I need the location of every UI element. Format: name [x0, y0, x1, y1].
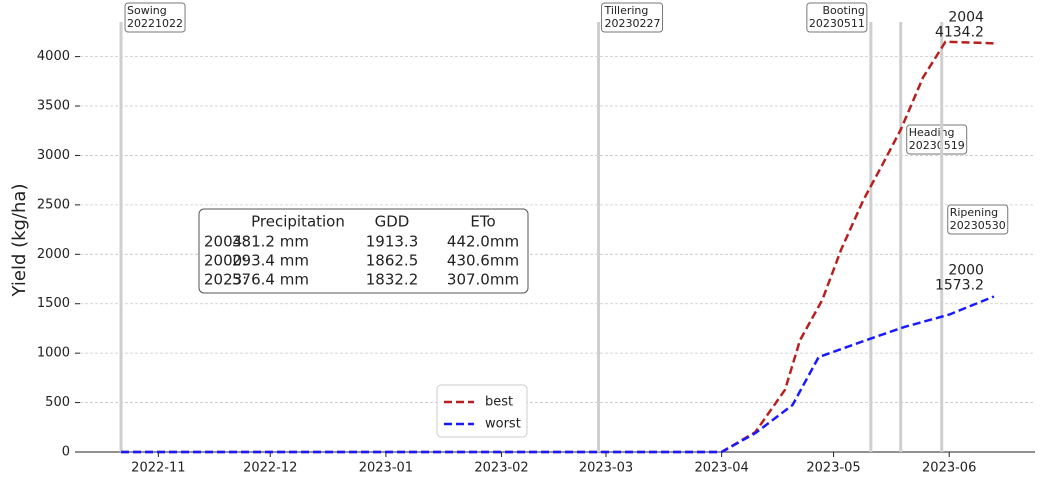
stage-box	[806, 2, 868, 33]
y-tick-label: 1000	[37, 346, 70, 361]
stage-date: 20230511	[809, 17, 865, 30]
table-cell: 2004:	[204, 233, 247, 251]
y-tick-label: 3000	[37, 148, 70, 163]
table-header: GDD	[375, 213, 410, 231]
stage-date: 20221022	[127, 17, 183, 30]
legend-label: best	[485, 395, 513, 410]
stage-date: 20230227	[605, 17, 661, 30]
stage-date: 20230530	[950, 219, 1006, 232]
end-label-value: 4134.2	[935, 24, 984, 40]
table-cell: 430.6mm	[447, 252, 519, 270]
y-tick-label: 3500	[37, 99, 70, 114]
table-cell: 2023:	[204, 271, 247, 289]
y-tick-label: 2000	[37, 247, 70, 262]
table-cell: 2000:	[204, 252, 247, 270]
y-tick-label: 1500	[37, 296, 70, 311]
x-tick-label: 2023-01	[359, 461, 413, 476]
table-cell: 307.0mm	[447, 271, 519, 289]
stage-name: Tillering	[604, 4, 649, 17]
stage-box	[947, 204, 1009, 235]
table-cell: 442.0mm	[447, 233, 519, 251]
x-tick-label: 2022-12	[243, 461, 297, 476]
x-tick-label: 2023-06	[922, 461, 976, 476]
end-label-value: 1573.2	[935, 277, 984, 293]
y-tick-label: 2500	[37, 197, 70, 212]
table-cell: 576.4 mm	[232, 271, 309, 289]
x-tick-label: 2022-11	[131, 461, 185, 476]
stage-name: Heading	[909, 126, 955, 139]
x-tick-label: 2023-02	[474, 461, 528, 476]
legend: best worst	[436, 384, 528, 438]
x-tick-label: 2023-05	[806, 461, 860, 476]
table-cell: 1862.5	[366, 252, 419, 270]
table-cell: 1832.2	[366, 271, 419, 289]
end-label-name: 2000	[948, 262, 984, 278]
y-axis-label: Yield (kg/ha)	[9, 184, 30, 298]
series-line	[121, 295, 995, 454]
stage-box	[906, 124, 968, 155]
y-tick-label: 4000	[37, 49, 70, 64]
y-tick-label: 0	[62, 445, 70, 460]
end-label-name: 2004	[948, 9, 984, 25]
stage-box	[601, 2, 664, 33]
x-tick-label: 2023-03	[579, 461, 633, 476]
legend-label: worst	[485, 417, 521, 432]
info-table: Precipitation GDD ETo 2004:381.2 mm 1913.3 44…	[198, 208, 529, 294]
table-cell: 1913.3	[366, 233, 419, 251]
table-header: ETo	[470, 213, 495, 231]
stage-name: Ripening	[950, 206, 998, 219]
stage-name: Sowing	[127, 4, 167, 17]
stage-box	[124, 2, 186, 33]
info-box	[198, 208, 529, 294]
y-tick-label: 500	[45, 395, 70, 410]
table-cell: 381.2 mm	[232, 233, 309, 251]
table-cell: 293.4 mm	[232, 252, 309, 270]
stage-name: Booting	[823, 4, 865, 17]
stage-date: 20230519	[909, 139, 965, 152]
x-tick-label: 2023-04	[694, 461, 748, 476]
table-header: Precipitation	[251, 213, 345, 231]
